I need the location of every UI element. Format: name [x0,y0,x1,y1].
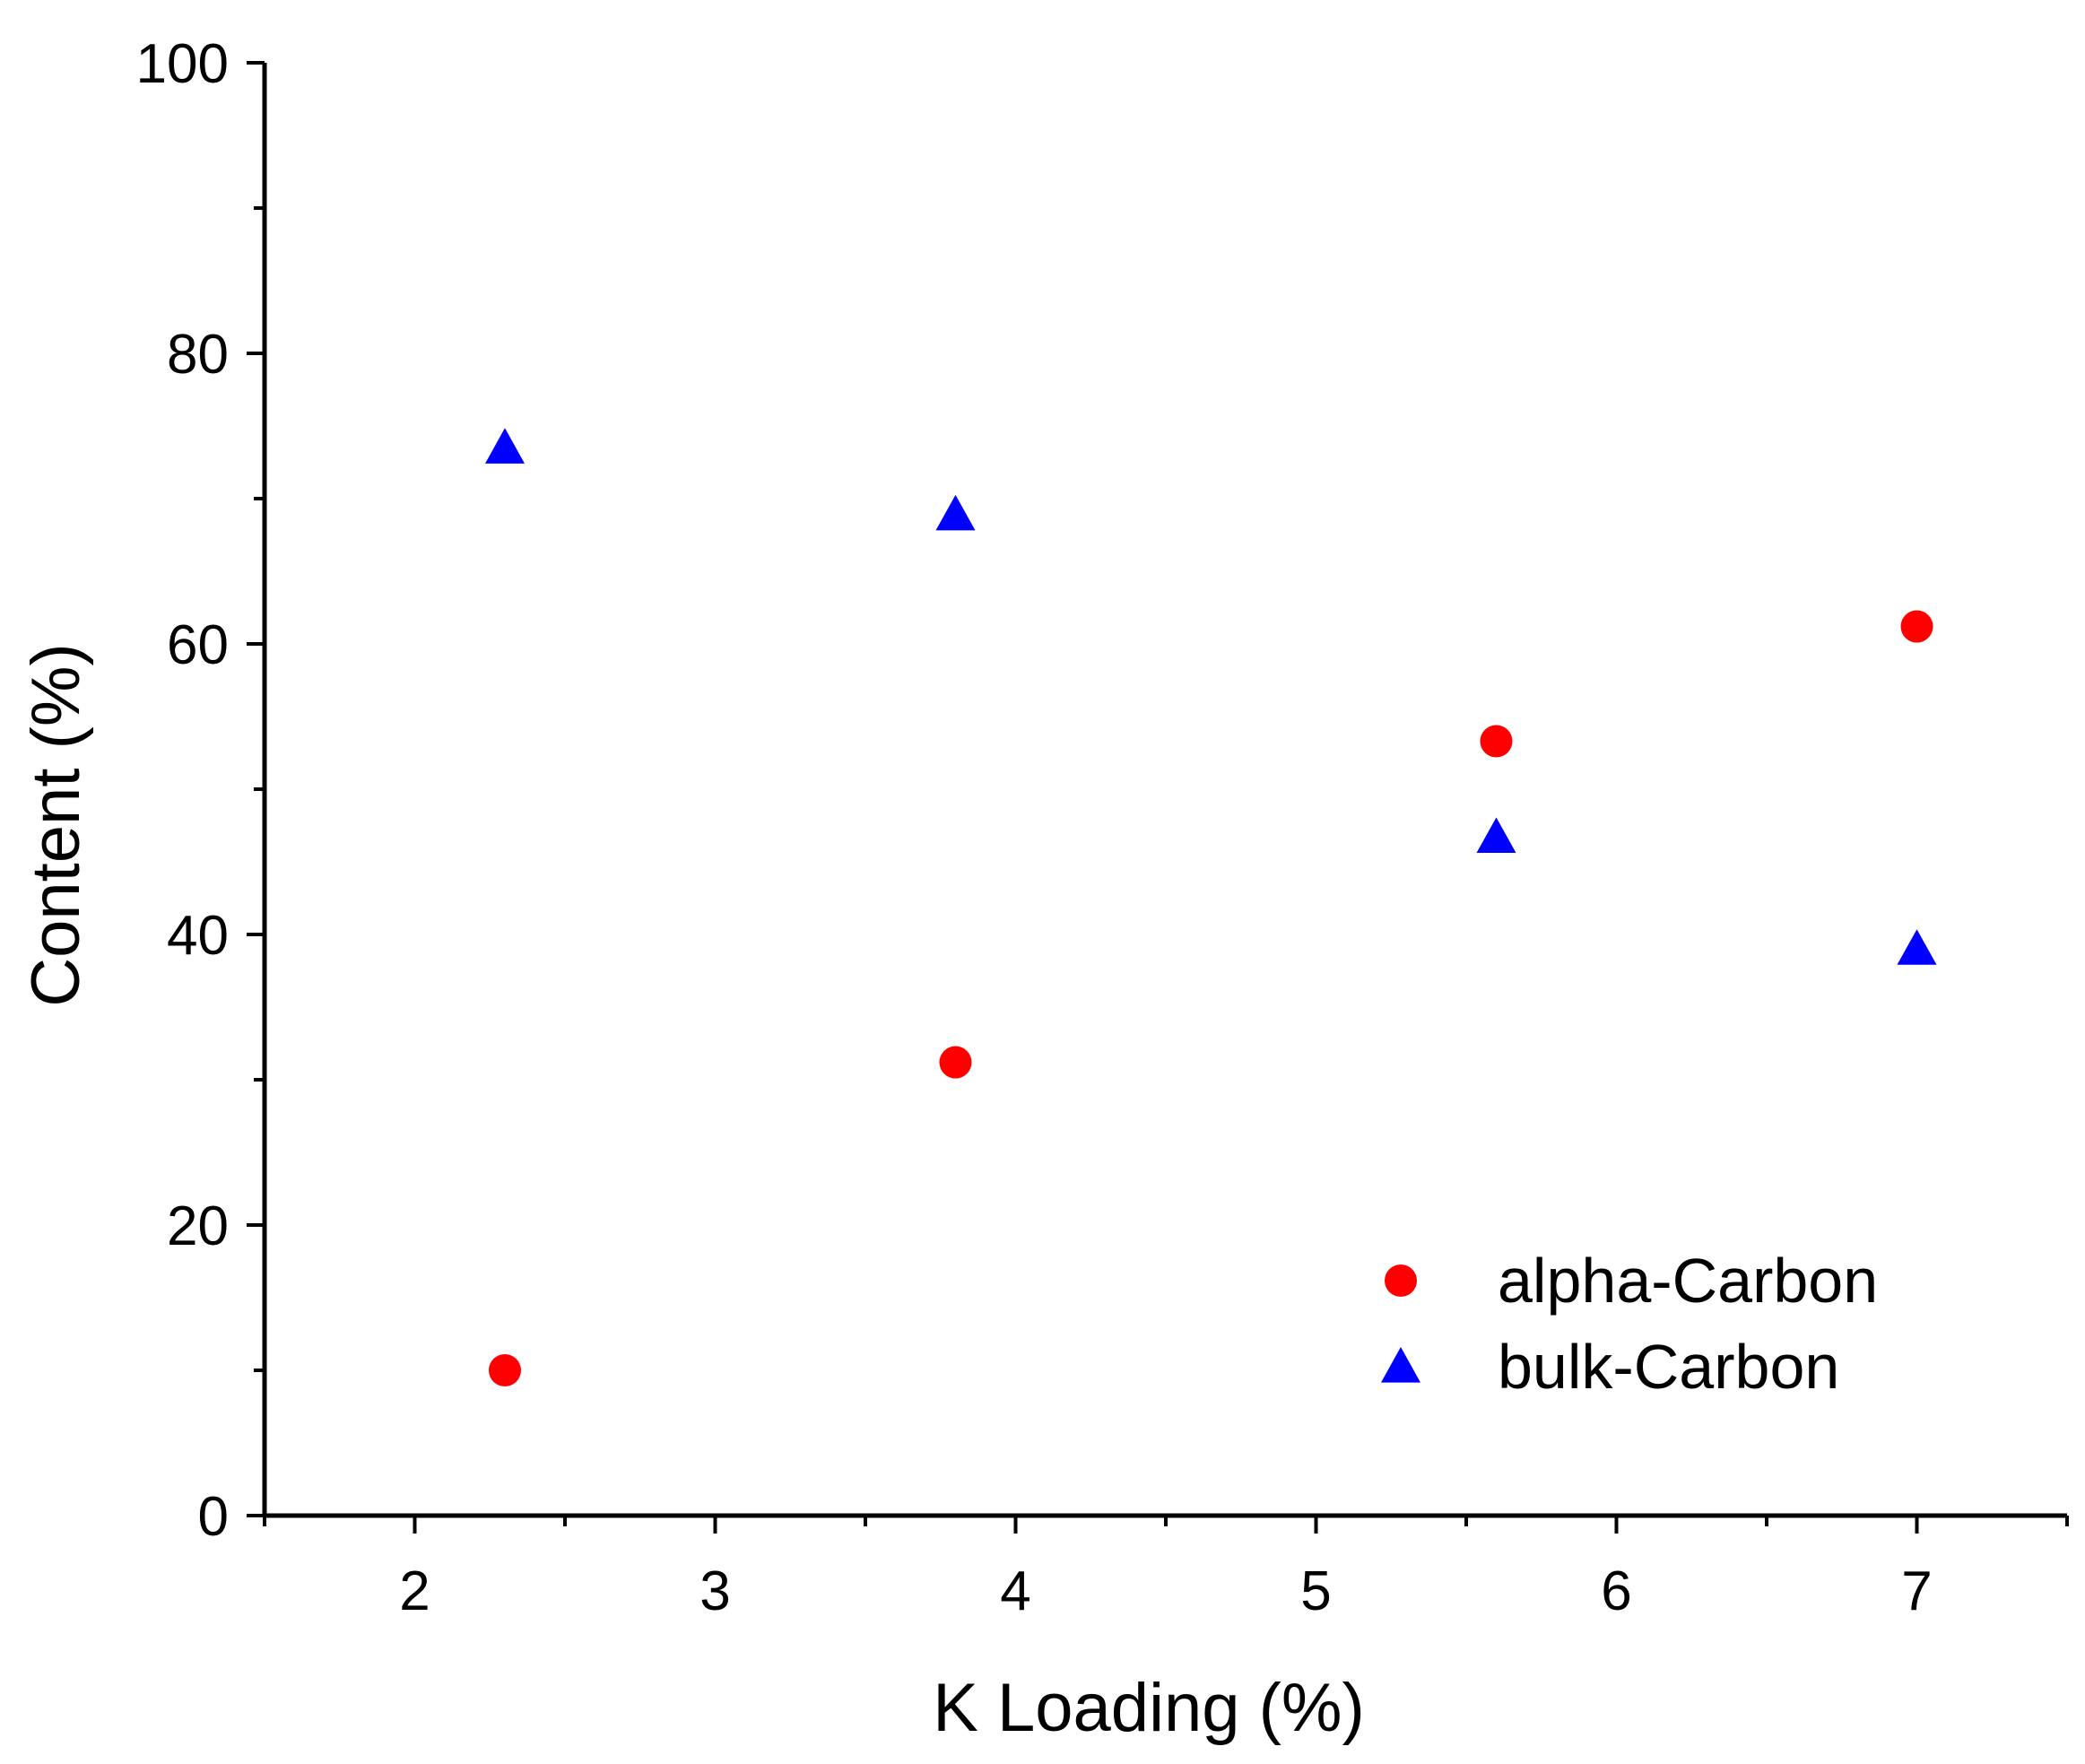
x-tick-label: 7 [1901,1560,1932,1622]
bulk-carbon-point [485,428,525,464]
y-tick-label: 80 [167,324,229,386]
bulk-carbon-point [935,494,976,531]
y-tick-label: 40 [167,905,229,967]
legend-label-bulk-carbon: bulk-Carbon [1498,1332,1839,1402]
x-tick-label: 5 [1300,1560,1331,1622]
legend-marker-bulk-carbon [1381,1347,1420,1383]
x-tick-label: 4 [1000,1560,1030,1622]
alpha-carbon-point [489,1354,521,1386]
y-tick-label: 20 [167,1195,229,1257]
legend-marker-alpha-carbon [1385,1264,1417,1297]
bulk-carbon-point [1476,817,1516,854]
alpha-carbon-point [1480,725,1513,758]
x-axis-title: K Loading (%) [933,1670,1365,1746]
y-tick-label: 100 [136,33,229,95]
legend-label-alpha-carbon: alpha-Carbon [1498,1246,1878,1316]
y-axis-title: Content (%) [18,643,94,1007]
alpha-carbon-point [939,1046,972,1079]
x-tick-label: 2 [399,1560,430,1622]
y-tick-label: 60 [167,614,229,676]
alpha-carbon-point [1900,610,1933,643]
x-tick-label: 3 [699,1560,730,1622]
x-tick-label: 6 [1601,1560,1631,1622]
x-axis-ticks: 2 3 4 5 6 7 [263,1516,2069,1622]
bulk-carbon-point [1897,929,1937,965]
legend: alpha-Carbon bulk-Carbon [1381,1246,1878,1402]
y-tick-label: 0 [198,1486,229,1548]
y-axis-ticks: 0 20 40 60 80 100 [136,33,265,1548]
data-points [485,428,1937,1386]
